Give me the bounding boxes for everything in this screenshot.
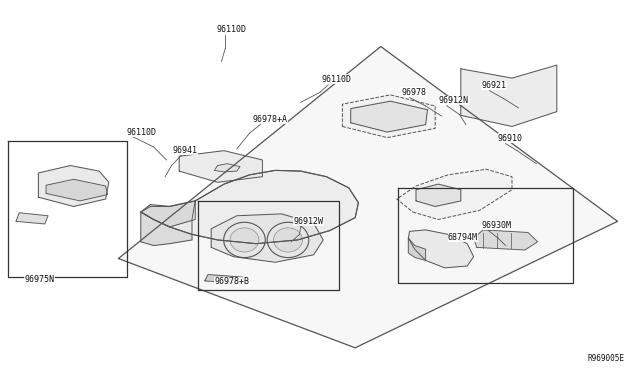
Text: 96975N: 96975N: [24, 275, 54, 284]
Text: 96941: 96941: [173, 146, 198, 155]
Polygon shape: [351, 101, 428, 132]
Polygon shape: [179, 151, 262, 182]
Polygon shape: [416, 184, 461, 206]
Polygon shape: [205, 275, 243, 283]
Polygon shape: [211, 214, 323, 262]
Polygon shape: [408, 238, 426, 260]
Polygon shape: [46, 179, 108, 201]
Text: 96912W: 96912W: [293, 217, 323, 226]
Text: R969005E: R969005E: [587, 354, 624, 363]
Text: 96912N: 96912N: [438, 96, 468, 105]
Polygon shape: [141, 212, 192, 246]
Text: 96910: 96910: [498, 134, 523, 143]
Polygon shape: [118, 46, 618, 348]
Polygon shape: [397, 169, 512, 219]
Polygon shape: [461, 65, 557, 126]
Text: 96921: 96921: [481, 81, 506, 90]
Text: 96110D: 96110D: [127, 128, 157, 137]
Text: 96930M: 96930M: [481, 221, 511, 230]
Polygon shape: [38, 166, 109, 206]
Polygon shape: [342, 95, 435, 138]
Text: 96978+B: 96978+B: [214, 278, 250, 286]
Polygon shape: [192, 170, 358, 244]
Text: 68794M: 68794M: [448, 233, 478, 242]
Polygon shape: [214, 164, 240, 172]
Polygon shape: [16, 213, 48, 224]
Polygon shape: [474, 230, 538, 250]
Ellipse shape: [274, 228, 302, 252]
Text: 96110D: 96110D: [217, 25, 247, 34]
Text: 96110D: 96110D: [321, 75, 351, 84]
Text: 96978+A: 96978+A: [253, 115, 288, 124]
Text: 96978: 96978: [402, 88, 427, 97]
Polygon shape: [408, 230, 474, 268]
Ellipse shape: [230, 228, 259, 252]
Polygon shape: [141, 201, 195, 227]
Polygon shape: [141, 170, 358, 244]
